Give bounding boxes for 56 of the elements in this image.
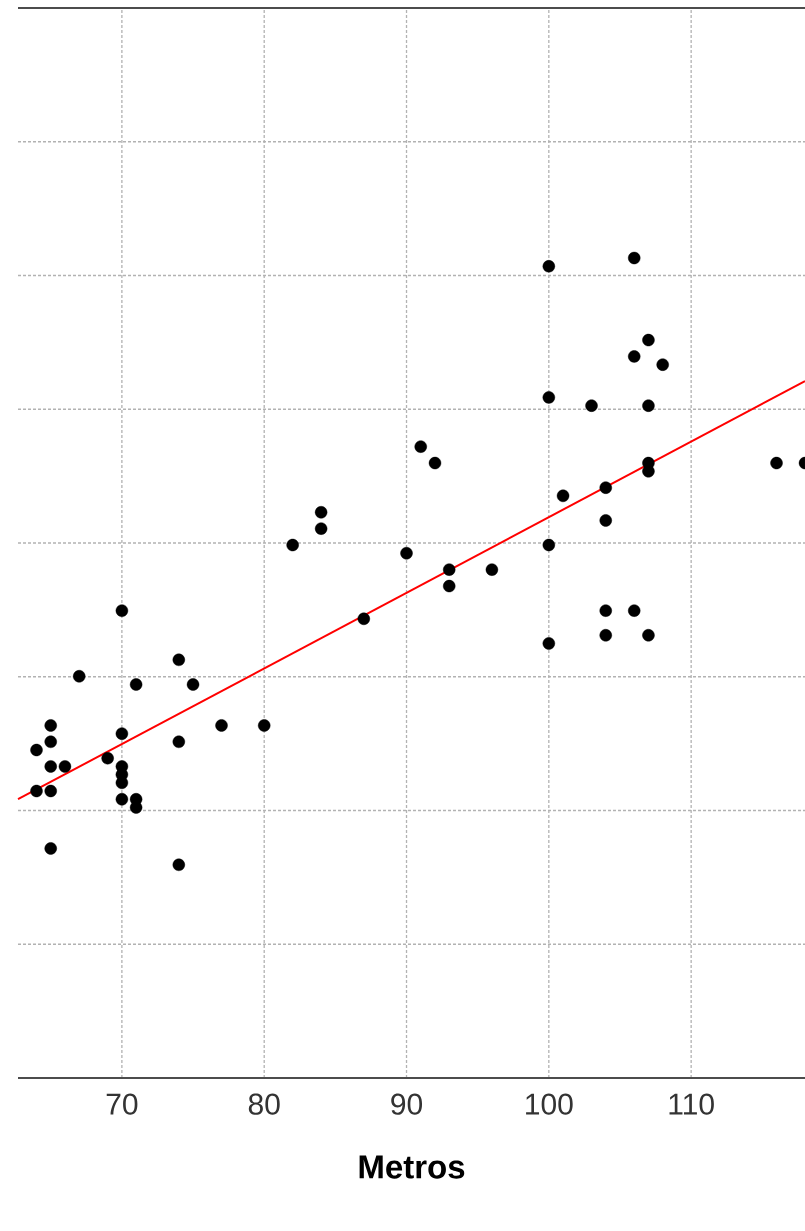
x-tick-label: 80	[248, 1093, 280, 1115]
point	[186, 678, 200, 691]
point	[770, 456, 783, 470]
x-tick-label: 70	[106, 1093, 138, 1115]
x-tick-label: 110	[669, 1093, 714, 1115]
point	[172, 735, 186, 749]
point	[44, 719, 57, 732]
point	[642, 629, 655, 642]
point	[628, 350, 641, 363]
point	[599, 481, 612, 494]
point	[542, 538, 556, 552]
point	[286, 538, 299, 552]
point	[44, 842, 57, 855]
point	[414, 440, 427, 453]
point	[585, 399, 598, 412]
point	[258, 719, 271, 732]
point	[30, 784, 43, 798]
point	[656, 358, 669, 371]
point	[599, 604, 612, 617]
point	[642, 399, 655, 412]
point	[443, 579, 456, 593]
point	[542, 637, 556, 650]
point	[314, 522, 328, 535]
point	[129, 678, 143, 691]
point	[172, 653, 186, 667]
point	[642, 333, 655, 347]
point	[72, 670, 86, 683]
point	[101, 752, 114, 765]
point	[599, 514, 612, 527]
point	[542, 260, 556, 273]
point	[542, 391, 556, 404]
point	[485, 563, 499, 576]
point	[400, 547, 413, 560]
point	[443, 563, 456, 576]
point	[44, 735, 57, 749]
point	[30, 743, 43, 757]
point	[599, 629, 612, 642]
point	[115, 604, 129, 617]
x-tick-label: 100	[526, 1093, 573, 1115]
point	[314, 506, 328, 519]
point	[215, 719, 228, 732]
point	[628, 604, 641, 617]
point	[58, 760, 72, 773]
x-tick-label: 90	[391, 1093, 423, 1115]
point	[115, 793, 129, 806]
point	[172, 858, 186, 872]
point	[628, 251, 641, 265]
point	[44, 784, 57, 798]
point	[556, 489, 570, 503]
point	[115, 776, 129, 790]
point	[115, 727, 129, 740]
x-axis-title: Metros	[359, 1155, 465, 1179]
point	[44, 760, 57, 773]
point	[428, 456, 442, 470]
point	[357, 612, 371, 626]
point	[129, 801, 143, 814]
